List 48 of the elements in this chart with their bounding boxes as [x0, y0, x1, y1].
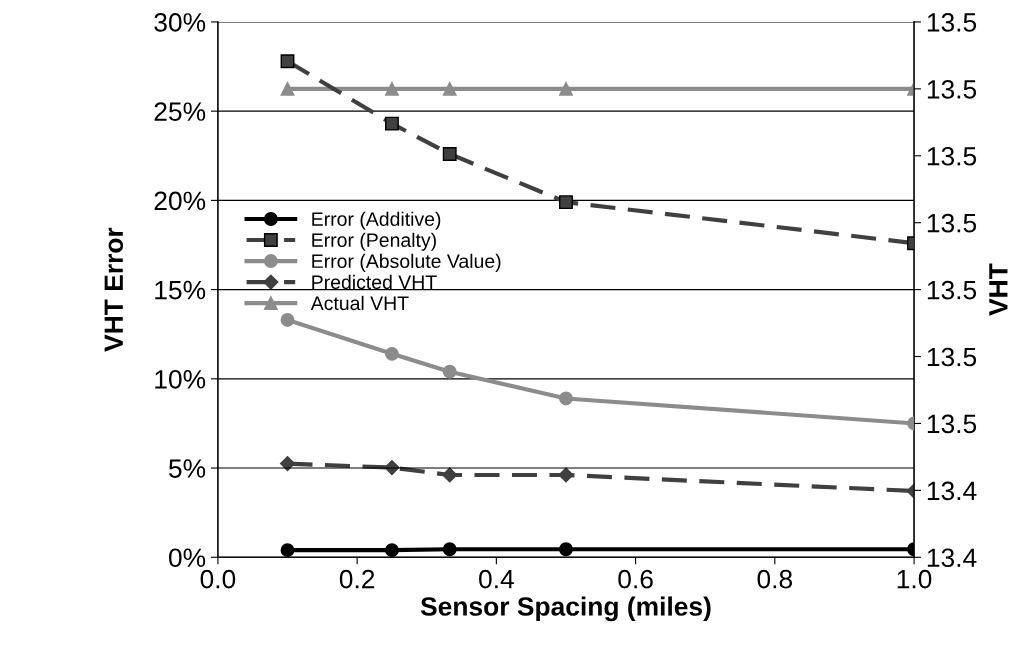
point [559, 195, 573, 210]
y2-tick-label: 13.5 [927, 13, 977, 32]
y-tick-label: 0% [168, 548, 206, 568]
legend-label: Actual VHT [310, 295, 409, 311]
y-tick-label: 5% [169, 459, 206, 478]
x-tick-label: 0.2 [339, 569, 375, 589]
point [384, 346, 399, 361]
x-tick-label: 0.0 [200, 569, 236, 589]
point [442, 81, 457, 96]
point [442, 467, 458, 483]
x-tick-label: 1.0 [897, 569, 932, 589]
y-tick-label: 30% [154, 13, 206, 32]
y2-tick-label: 13.4 [927, 481, 977, 501]
point [442, 542, 457, 557]
y2-tick-label: 13.4 [927, 548, 977, 568]
y2-tick-label: 13.5 [927, 79, 977, 99]
y-tick-label: 10% [155, 369, 206, 389]
point [559, 542, 573, 557]
point [442, 147, 457, 161]
x-tick-label: 0.8 [757, 569, 793, 589]
legend-label: Error (Additive) [312, 211, 441, 230]
point [280, 543, 295, 558]
y2-tick-label: 13.5 [927, 414, 977, 434]
y2-tick-label: 13.5 [927, 146, 977, 166]
y2-tick-label: 13.5 [927, 213, 977, 233]
y-tick-label: 25% [154, 102, 206, 121]
point [558, 467, 574, 483]
x-axis-title: Sensor Spacing (miles) [420, 596, 711, 622]
point [280, 81, 295, 96]
legend-label: Error (Penalty) [312, 232, 436, 251]
y2-tick-label: 13.5 [927, 347, 977, 367]
legend-label: Predicted VHT [312, 274, 437, 290]
y2-tick-label: 13.5 [927, 280, 977, 300]
y2-axis-title: VHT [989, 263, 1008, 316]
point [442, 364, 457, 379]
point [280, 54, 295, 69]
point [559, 391, 573, 406]
point [280, 312, 295, 327]
point [384, 81, 399, 96]
point [384, 543, 399, 558]
y-tick-label: 20% [154, 191, 206, 211]
x-tick-label: 0.6 [618, 569, 653, 589]
legend-label: Error (Absolute Value) [312, 253, 501, 272]
point [384, 116, 399, 131]
point [559, 81, 573, 96]
x-tick-label: 0.4 [479, 569, 514, 589]
y-tick-label: 15% [155, 280, 206, 300]
y-axis-title: VHT Error [104, 227, 124, 352]
